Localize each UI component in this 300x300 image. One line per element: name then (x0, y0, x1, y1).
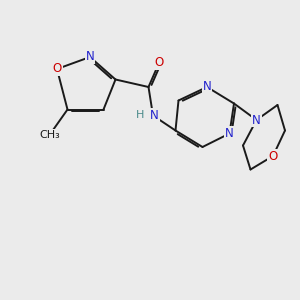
Text: CH₃: CH₃ (39, 130, 60, 140)
Text: N: N (202, 80, 211, 94)
Text: O: O (268, 149, 278, 163)
Text: H: H (136, 110, 145, 121)
Text: O: O (52, 62, 62, 76)
Text: N: N (150, 109, 159, 122)
Text: N: N (252, 113, 261, 127)
Text: N: N (225, 127, 234, 140)
Text: N: N (85, 50, 94, 64)
Text: O: O (154, 56, 164, 70)
